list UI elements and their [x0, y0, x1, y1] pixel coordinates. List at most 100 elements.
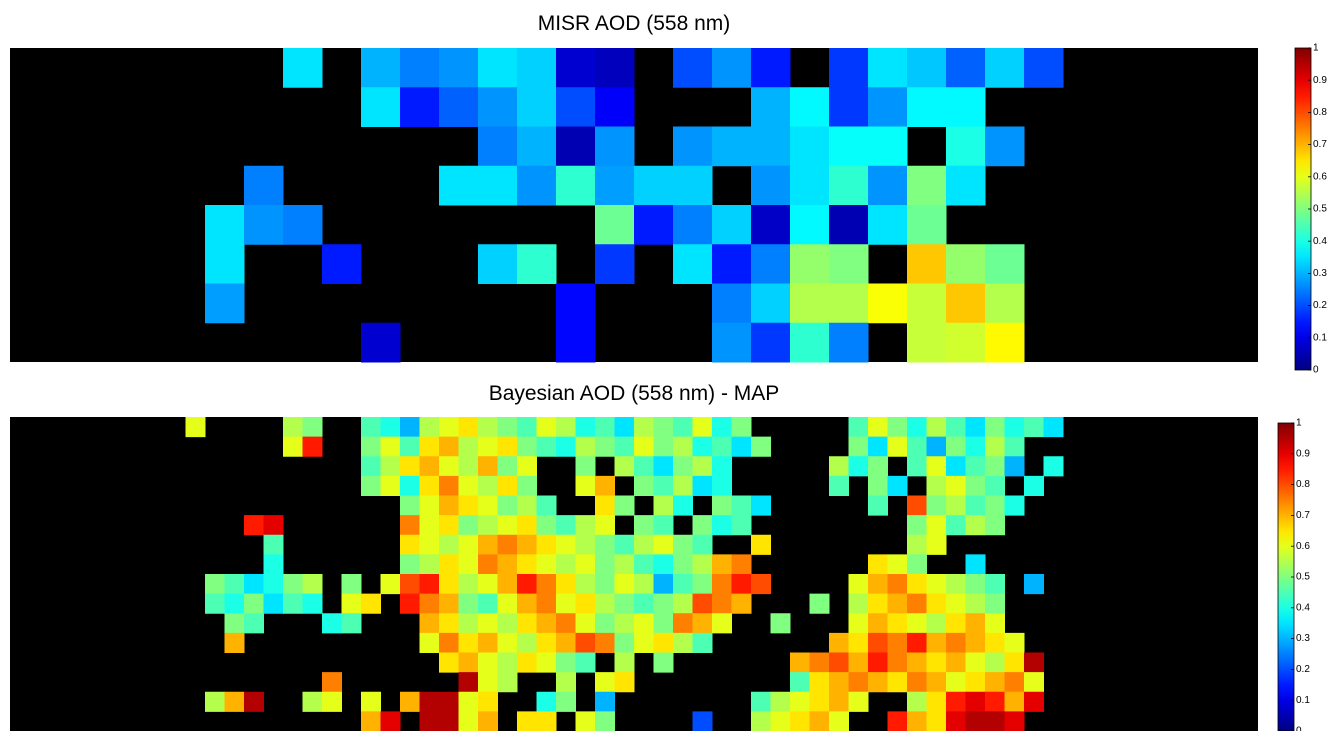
heatmap-cell [380, 574, 401, 595]
heatmap-cell [809, 691, 830, 712]
heatmap-cell [614, 534, 635, 555]
heatmap-cell [985, 691, 1005, 712]
heatmap-cell [517, 711, 537, 731]
heatmap-cell [224, 574, 245, 595]
heatmap-cell [926, 417, 947, 438]
heatmap-cell [517, 554, 537, 575]
heatmap-cell [809, 593, 830, 614]
heatmap-cell [497, 475, 518, 496]
heatmap-cell [283, 417, 303, 438]
heatmap-cell [985, 322, 1025, 363]
heatmap-cell [341, 593, 362, 614]
heatmap-cell [965, 691, 986, 712]
heatmap-cell [926, 436, 947, 457]
heatmap-cell [595, 613, 615, 634]
colorbar-tick-label: 0 [1296, 726, 1302, 731]
heatmap-cell [536, 652, 557, 673]
heatmap-cell [868, 87, 908, 127]
heatmap-cell [712, 515, 732, 536]
heatmap-cell [985, 495, 1005, 516]
heatmap-cell [497, 436, 518, 457]
heatmap-cell [868, 574, 888, 595]
heatmap-cell [478, 672, 498, 693]
heatmap-cell [439, 495, 459, 516]
heatmap-cell [458, 574, 479, 595]
heatmap-cell [478, 126, 518, 167]
heatmap-cell [497, 632, 518, 653]
heatmap-cell [673, 456, 693, 477]
heatmap-cell [244, 593, 264, 614]
heatmap-cell [478, 87, 518, 127]
heatmap-cell [634, 515, 654, 536]
heatmap-cell [731, 436, 752, 457]
heatmap-cell [1024, 417, 1044, 438]
heatmap-cell [478, 632, 498, 653]
heatmap-cell [829, 87, 869, 127]
heatmap-cell [751, 534, 771, 555]
heatmap-cell [946, 322, 986, 363]
heatmap-cell [439, 554, 459, 575]
heatmap-cell [361, 456, 381, 477]
heatmap-cell [556, 632, 576, 653]
heatmap-cell [380, 417, 401, 438]
heatmap-cell [692, 554, 713, 575]
heatmap-cell [614, 574, 635, 595]
heatmap-cell [439, 613, 459, 634]
heatmap-cell [263, 534, 284, 555]
heatmap-cell [614, 436, 635, 457]
heatmap-cell [848, 613, 869, 634]
heatmap-cell [946, 495, 966, 516]
heatmap-cell [556, 126, 596, 167]
heatmap-cell [946, 711, 966, 731]
heatmap-cell [224, 613, 245, 634]
heatmap-cell [692, 515, 713, 536]
heatmap-cell [517, 456, 537, 477]
heatmap-cell [926, 672, 947, 693]
heatmap-cell [419, 691, 440, 712]
heatmap-cell [868, 495, 888, 516]
heatmap-cell [751, 126, 791, 167]
heatmap-cell [985, 574, 1005, 595]
heatmap-cell [614, 495, 635, 516]
heatmap-cell [517, 48, 557, 88]
heatmap-cell [575, 554, 596, 575]
heatmap-cell [458, 554, 479, 575]
chart-title: MISR AOD (558 nm) [538, 12, 731, 35]
heatmap-cell [731, 515, 752, 536]
heatmap-cell [224, 691, 245, 712]
heatmap-cell [361, 711, 381, 731]
heatmap-cell [341, 574, 362, 595]
heatmap-cell [361, 436, 381, 457]
heatmap-cell [595, 436, 615, 457]
heatmap-cell [478, 515, 498, 536]
colorbar-tick-label: 0.8 [1313, 107, 1327, 118]
heatmap-cell [575, 632, 596, 653]
heatmap-cell [361, 48, 401, 88]
heatmap-cell [1024, 672, 1044, 693]
heatmap-cell [575, 417, 596, 438]
heatmap-cell [419, 495, 440, 516]
heatmap-cell [536, 515, 557, 536]
heatmap-cell [478, 48, 518, 88]
heatmap-cell [751, 322, 791, 363]
heatmap-cell [380, 456, 401, 477]
heatmap-cell [907, 205, 947, 245]
heatmap-cell [692, 436, 713, 457]
heatmap-cell [400, 574, 420, 595]
heatmap-cell [985, 475, 1005, 496]
heatmap-cell [829, 652, 849, 673]
colorbar-tick-label: 0.8 [1296, 479, 1310, 490]
heatmap-cell [556, 48, 596, 88]
heatmap-cell [614, 456, 635, 477]
heatmap-cell [887, 593, 908, 614]
heatmap-cell [673, 534, 693, 555]
heatmap-cell [517, 417, 537, 438]
heatmap-cell [595, 48, 635, 88]
heatmap-cell [770, 691, 791, 712]
heatmap-cell [400, 515, 420, 536]
heatmap-cell [634, 205, 674, 245]
heatmap-cell [575, 593, 596, 614]
heatmap-cell [653, 632, 674, 653]
heatmap-cell [887, 632, 908, 653]
